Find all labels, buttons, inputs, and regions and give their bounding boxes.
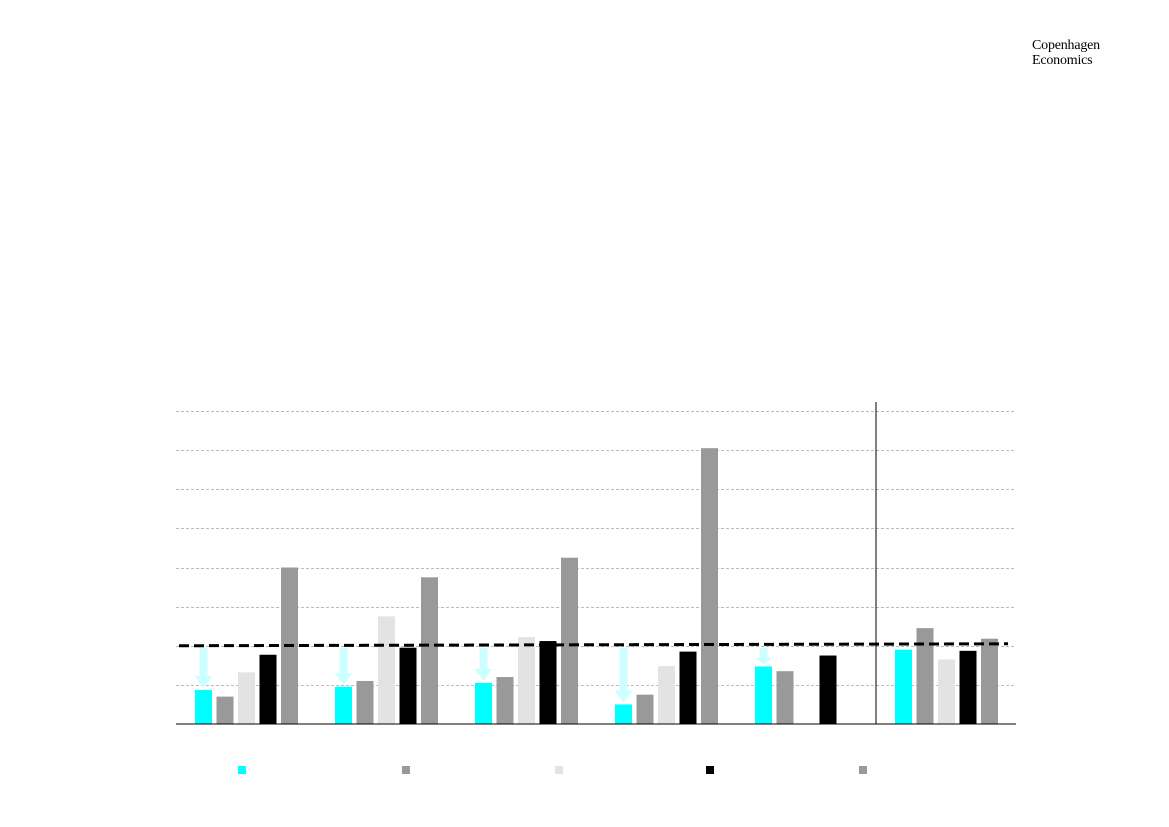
legend-swatch-2 [402,766,410,774]
down-arrow-5 [754,647,773,665]
bar-series-5-group-3 [561,557,578,724]
bar-series-3-group-4 [658,666,675,724]
bar-series-1-group-2 [335,686,352,724]
bar-series-2-group-3 [496,677,514,724]
bar-series-3-group-2 [378,616,395,724]
logo-line-2: Economics [1032,53,1093,68]
bar-series-4-group-4 [679,651,697,724]
bar-series-4-group-2 [399,647,417,724]
bar-series-4-group-6 [959,650,977,724]
bar-series-1-group-1 [195,689,212,724]
reference-dashed-line [178,642,1009,648]
bar-series-4-group-5 [819,655,837,724]
down-arrow-4 [614,647,633,703]
legend-swatch-4 [706,766,714,774]
arrow-layer [194,647,773,703]
bar-series-5-group-2 [421,577,438,724]
bar-series-4-group-1 [259,654,277,724]
bar-series-2-group-2 [356,680,374,724]
bar-series-2-group-5 [776,671,794,724]
bar-series-4-group-3 [539,641,557,724]
logo-line-1: Copenhagen [1032,38,1100,53]
bar-series-2-group-6 [916,628,934,724]
bar-series-5-group-6 [981,638,998,724]
down-arrow-1 [194,647,213,688]
bar-series-2-group-1 [216,696,234,724]
down-arrow-2 [334,647,353,685]
bar-series-5-group-4 [701,448,718,724]
legend-swatch-5 [859,766,867,774]
bar-series-3-group-1 [238,672,255,724]
company-logo: Copenhagen Economics [1032,38,1100,68]
bar-series-3-group-6 [938,659,955,724]
legend-swatch-3 [555,766,563,774]
bar-series-1-group-4 [615,704,632,724]
bar-layer [195,448,998,724]
bar-series-1-group-5 [755,666,772,724]
legend-swatch-1 [238,766,246,774]
bar-series-3-group-3 [518,637,535,724]
legend [238,766,867,774]
bar-series-2-group-4 [636,694,654,724]
bar-series-1-group-3 [475,682,492,724]
bar-series-1-group-6 [895,649,912,724]
down-arrow-3 [474,647,493,681]
